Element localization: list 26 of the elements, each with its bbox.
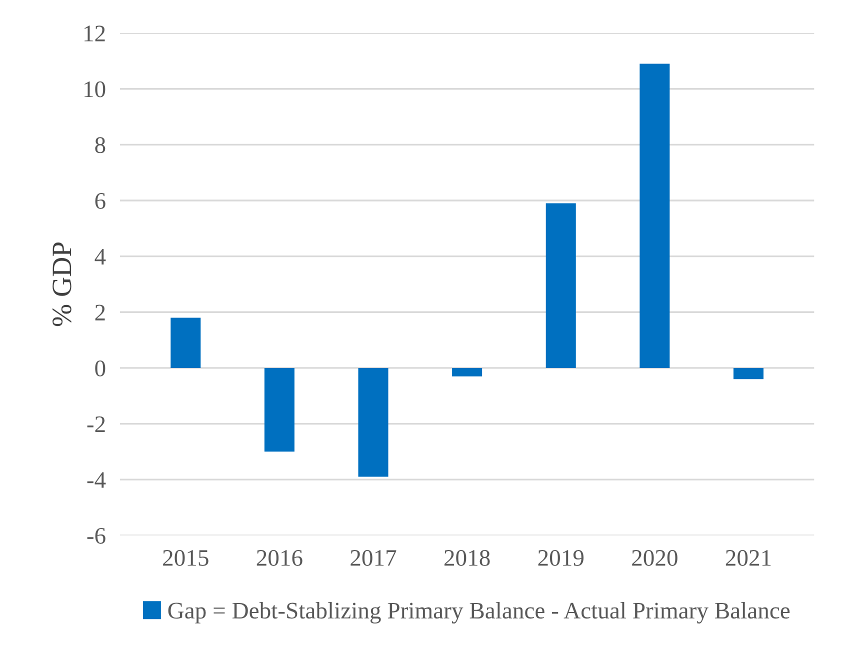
x-tick-label: 2019 bbox=[538, 550, 584, 566]
y-tick-label: 6 bbox=[95, 193, 106, 209]
x-tick-label: 2021 bbox=[726, 550, 771, 566]
y-tick-label: 10 bbox=[84, 81, 106, 98]
x-tick-label: 2017 bbox=[350, 550, 396, 566]
y-tick-label: 4 bbox=[94, 248, 106, 265]
y-axis-title: % GDP bbox=[52, 242, 72, 326]
bar bbox=[640, 64, 670, 368]
x-tick-label: 2016 bbox=[256, 550, 302, 566]
bar bbox=[264, 368, 294, 452]
x-tick-label: 2020 bbox=[632, 550, 678, 566]
x-tick-label: 2015 bbox=[163, 550, 208, 566]
x-tick-label: 2018 bbox=[444, 550, 490, 566]
y-tick-label: -4 bbox=[87, 472, 106, 488]
y-tick-label: -2 bbox=[87, 416, 105, 432]
bar bbox=[170, 318, 201, 368]
y-tick-label: 2 bbox=[95, 304, 105, 320]
y-tick-label: -6 bbox=[87, 528, 106, 544]
bar bbox=[358, 368, 388, 477]
legend-label: Gap = Debt-Stablizing Primary Balance - Actual Primary Balance bbox=[168, 602, 790, 624]
y-tick-label: 8 bbox=[95, 137, 106, 154]
y-tick-label: 12 bbox=[84, 26, 105, 42]
bar bbox=[452, 368, 482, 376]
y-tick-label: 0 bbox=[95, 360, 106, 376]
bar bbox=[733, 368, 764, 380]
bar bbox=[546, 203, 576, 368]
